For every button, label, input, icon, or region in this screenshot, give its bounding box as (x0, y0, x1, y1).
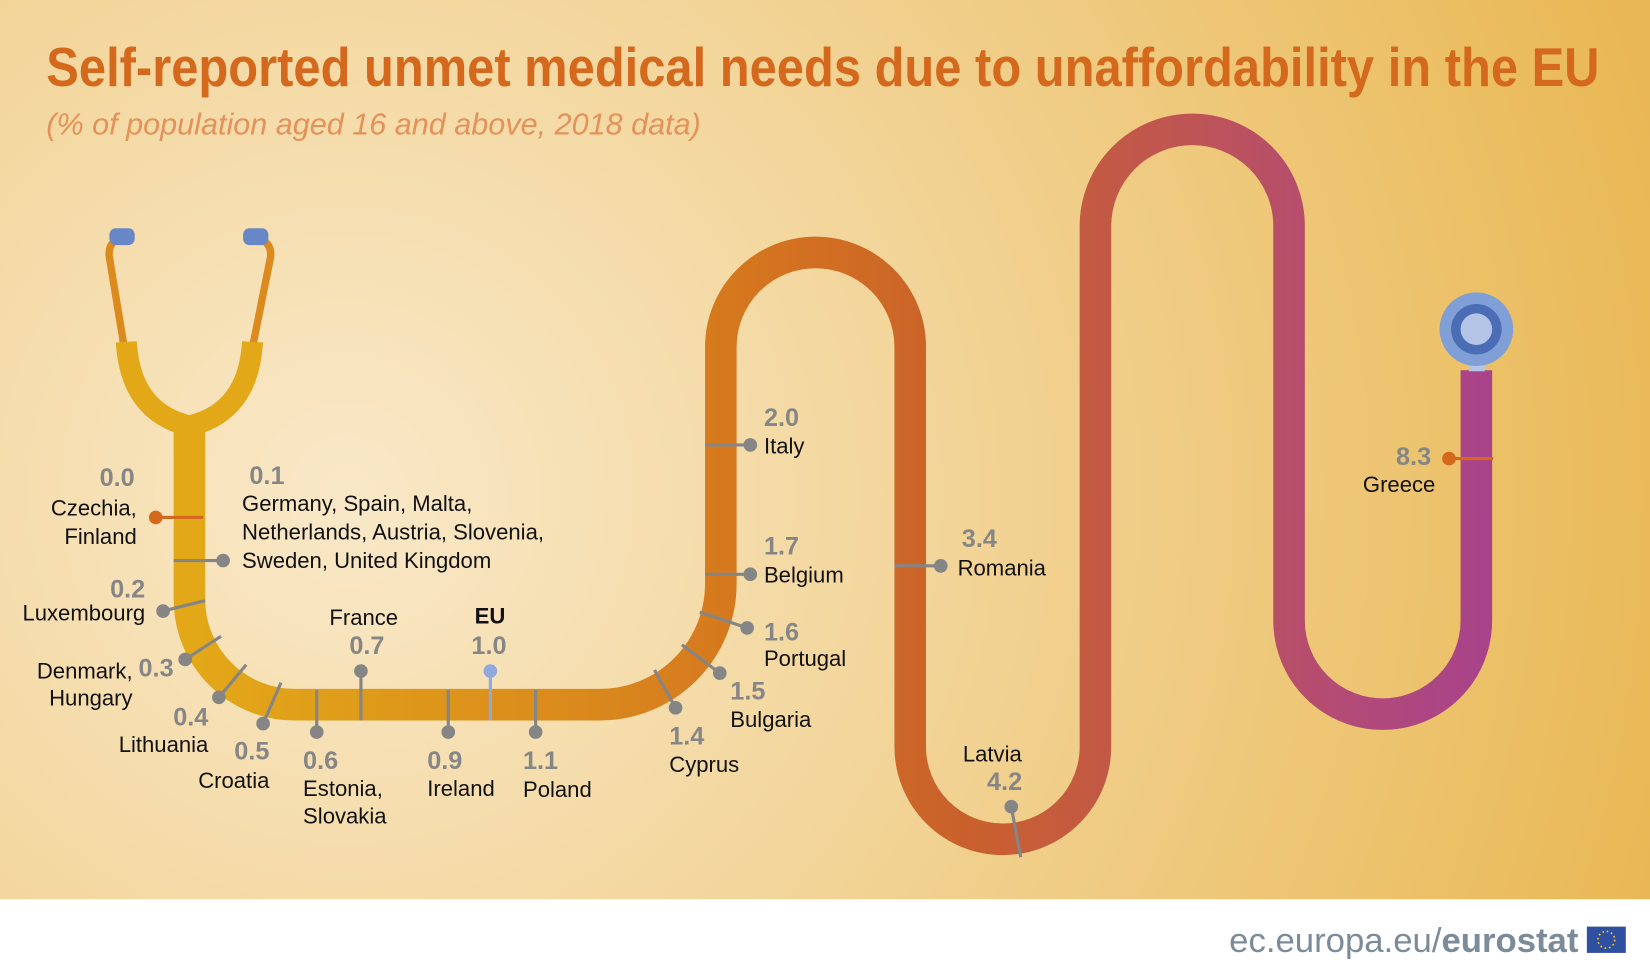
marker-line (653, 669, 677, 709)
country-label: Slovakia (303, 804, 387, 829)
marker-line (261, 681, 283, 725)
footer-site-url[interactable]: ec.europa.eu/eurostat (1229, 922, 1579, 960)
chart-title: Self-reported unmet medical needs due to… (46, 36, 1599, 98)
country-label: Poland (523, 777, 592, 802)
country-label: Cyprus (669, 752, 739, 777)
eu-flag-icon (1586, 926, 1626, 953)
marker-dot (528, 725, 543, 739)
marker-dot (1004, 799, 1019, 814)
country-label: Greece (1363, 472, 1435, 497)
country-label: Sweden, United Kingdom (242, 548, 491, 573)
marker-dot (668, 701, 683, 715)
marker-dot (309, 725, 324, 739)
country-label: Bulgaria (730, 707, 812, 732)
value-label: 0.5 (234, 737, 269, 765)
value-label: 1.5 (730, 677, 765, 705)
marker-dot (148, 510, 163, 525)
marker-dot (178, 652, 193, 667)
country-label: Croatia (198, 768, 270, 793)
country-label: Germany, Spain, Malta, (242, 491, 472, 516)
marker-dot (1442, 451, 1456, 466)
country-label: EU (475, 604, 506, 629)
marker-dot (441, 725, 456, 739)
value-label: 1.1 (523, 747, 558, 775)
country-label: Lithuania (119, 732, 209, 757)
value-label: 0.0 (100, 464, 135, 492)
marker-line (680, 643, 721, 675)
country-label: France (329, 605, 398, 630)
marker-dot (216, 553, 230, 568)
country-label: Ireland (427, 776, 495, 801)
marker-dot (156, 604, 170, 618)
value-label: 0.4 (173, 704, 208, 732)
country-label: Czechia, (51, 495, 137, 520)
country-label: Denmark, (37, 658, 133, 683)
value-label: 0.2 (110, 575, 145, 603)
country-label: Portugal (764, 646, 846, 671)
footer-brand: eurostat (1441, 922, 1578, 960)
marker-dot (933, 559, 948, 573)
marker-dot (256, 716, 270, 731)
value-label: 0.6 (303, 747, 338, 775)
value-label: 1.6 (764, 619, 799, 647)
footer-band (0, 899, 1650, 975)
stethoscope-chestpiece-icon (1439, 292, 1514, 372)
value-label: 0.9 (427, 747, 462, 775)
country-label: Luxembourg (22, 601, 145, 626)
country-label: Latvia (963, 741, 1023, 766)
marker-line (1009, 806, 1023, 858)
marker-line (162, 599, 206, 613)
value-label: 8.3 (1396, 443, 1431, 471)
marker-dot (740, 621, 754, 635)
value-label: 0.7 (349, 632, 384, 660)
marker-dot (743, 567, 758, 582)
value-label: 4.2 (987, 768, 1022, 796)
country-label: Estonia, (303, 776, 383, 801)
chart-subtitle: (% of population aged 16 and above, 2018… (46, 108, 701, 142)
earpiece-left-icon (109, 228, 135, 246)
country-label: Romania (958, 555, 1047, 580)
marker-dot (743, 438, 758, 452)
earpiece-right-icon (243, 228, 269, 246)
marker-line (184, 635, 222, 661)
background (0, 0, 1650, 901)
value-label: 3.4 (962, 525, 997, 553)
value-label: 1.4 (669, 723, 704, 751)
stethoscope-tube (173, 113, 1493, 856)
country-label: Netherlands, Austria, Slovenia, (242, 520, 544, 545)
value-label: 0.1 (249, 462, 284, 490)
footer-site: ec.europa.eu/ (1229, 922, 1442, 960)
value-label: 2.0 (764, 404, 799, 432)
value-label: 1.0 (471, 632, 506, 660)
country-label: Finland (64, 524, 136, 549)
marker-dot (354, 664, 368, 678)
value-label: 1.7 (764, 532, 799, 560)
marker-dot (712, 666, 727, 680)
marker-line (217, 663, 248, 699)
country-label: Belgium (764, 563, 844, 588)
country-label: Italy (764, 433, 805, 458)
marker-dot (483, 664, 498, 678)
marker-line (699, 610, 748, 630)
country-label: Hungary (49, 686, 132, 711)
marker-dot (212, 690, 226, 705)
value-label: 0.3 (139, 654, 174, 682)
